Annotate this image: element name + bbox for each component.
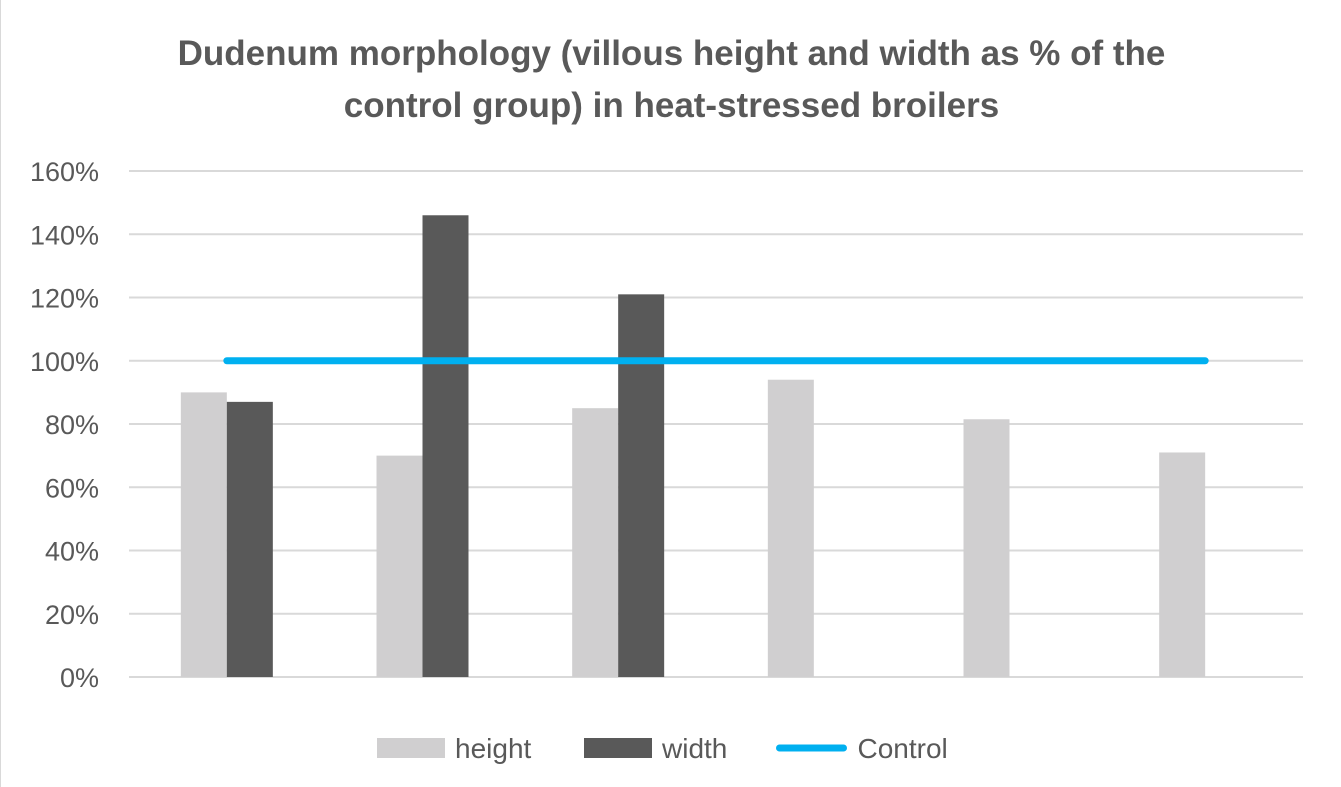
y-axis-ticks: 0% 20% 40% 60% 80% 100% 120% 140% 160% (30, 157, 99, 693)
bars (180, 215, 1206, 677)
legend-swatch (584, 738, 652, 758)
bar-height (767, 379, 814, 677)
bar-width (226, 401, 273, 677)
y-tick-label: 0% (60, 663, 99, 693)
bar-height (963, 419, 1010, 677)
y-tick-label: 120% (30, 284, 99, 314)
y-tick-label: 20% (45, 600, 99, 630)
bar-height (180, 392, 227, 677)
legend-item-height: height (377, 733, 532, 764)
chart-title-line-1: Dudenum morphology (villous height and w… (177, 34, 1166, 73)
gridlines (129, 170, 1303, 678)
y-tick-label: 60% (45, 473, 99, 503)
legend-label: width (661, 733, 727, 764)
bar-width (422, 215, 469, 677)
legend: height width Control (377, 733, 948, 764)
legend-label: height (455, 733, 532, 764)
bar-width (618, 294, 665, 677)
chart-title: Dudenum morphology (villous height and w… (1, 28, 1341, 132)
chart-title-line-2: control group) in heat-stressed broilers (343, 86, 1000, 125)
legend-swatch (377, 738, 445, 758)
legend-item-control: Control (776, 733, 948, 764)
y-tick-label: 80% (45, 410, 99, 440)
y-tick-label: 40% (45, 537, 99, 567)
bar-height (376, 455, 423, 677)
y-tick-label: 140% (30, 220, 99, 250)
y-tick-label: 100% (30, 347, 99, 377)
y-tick-label: 160% (30, 157, 99, 187)
legend-item-width: width (584, 733, 727, 764)
legend-label: Control (858, 733, 948, 764)
bar-height (572, 408, 619, 677)
bar-height (1159, 452, 1206, 677)
